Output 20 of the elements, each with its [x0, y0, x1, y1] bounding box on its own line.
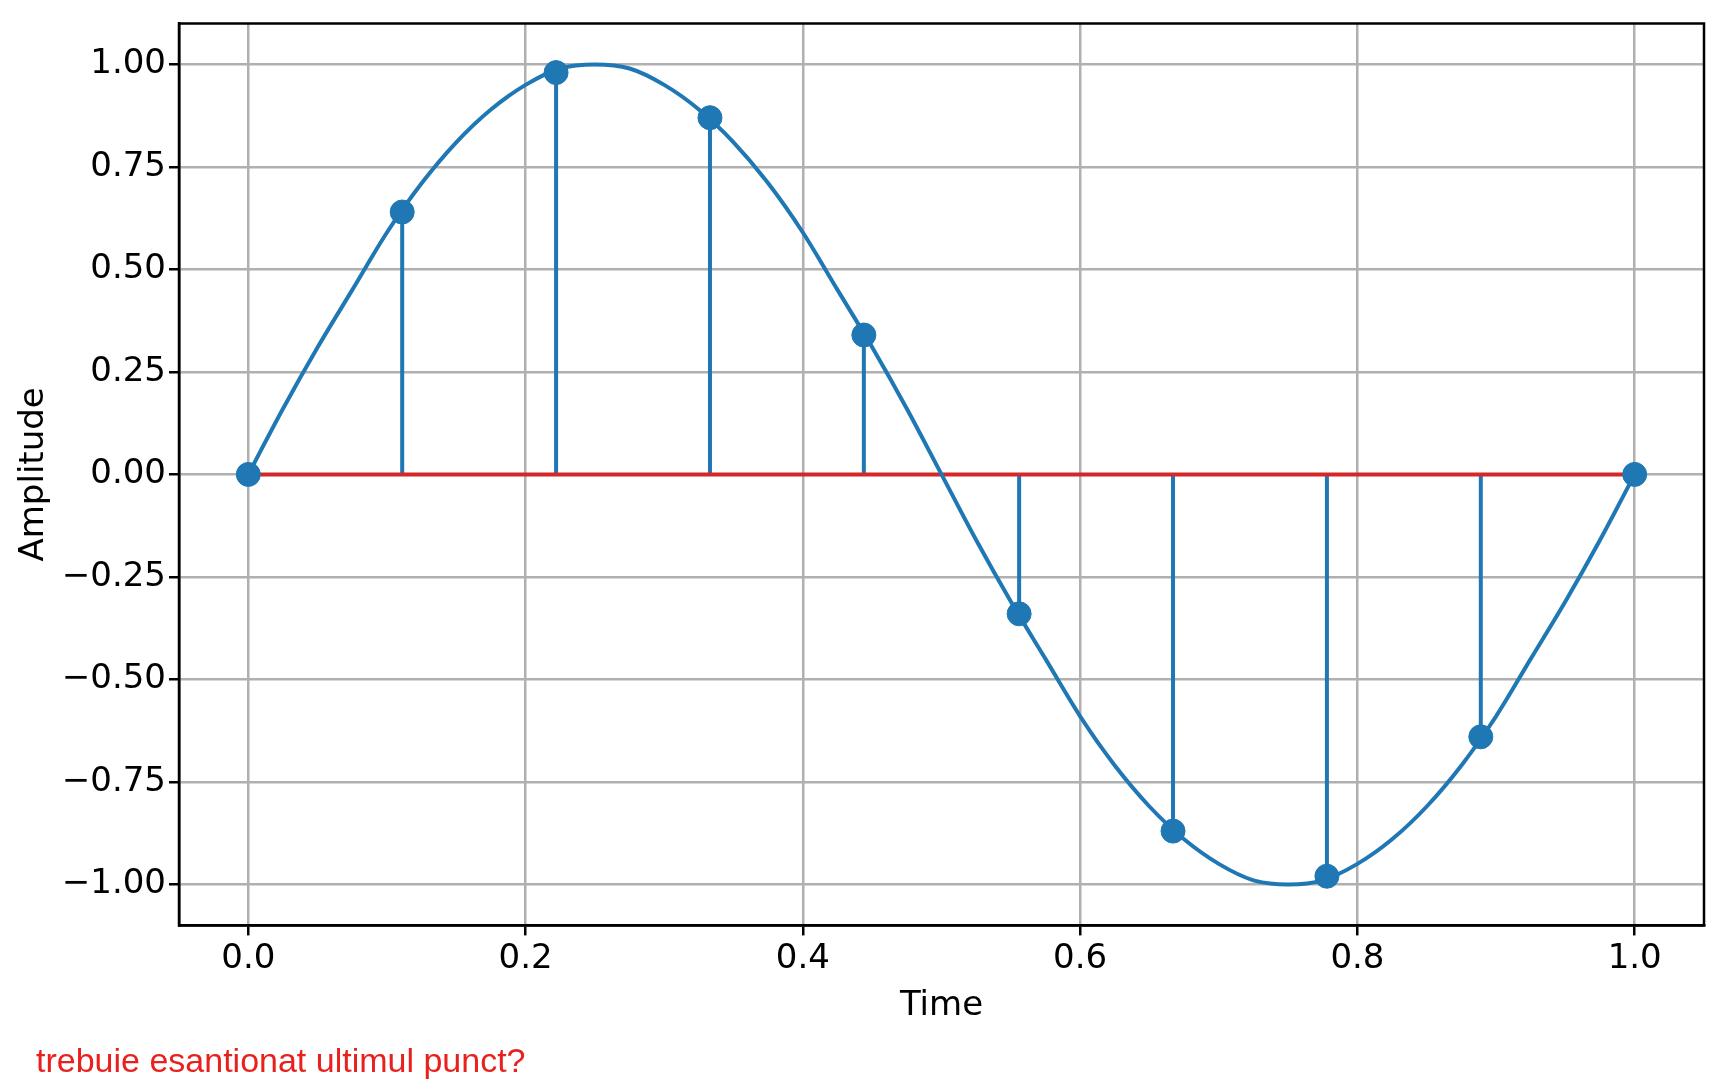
y-tick-label: −1.00: [61, 861, 166, 902]
point: [1622, 461, 1648, 487]
point: [235, 461, 261, 487]
y-tick-label: 0.00: [90, 451, 166, 492]
text: trebuie esantionat ultimul punct?: [36, 1041, 526, 1080]
x-tick-label: 0.6: [1053, 935, 1108, 976]
x-tick-label: 0.0: [221, 935, 276, 976]
x-tick-label: 0.2: [498, 935, 553, 976]
y-tick-label: 0.50: [90, 246, 166, 287]
y-axis-title: Amplitude: [11, 387, 52, 562]
x-tick-label: 0.4: [775, 935, 830, 976]
y-tick-label: −0.50: [61, 656, 166, 697]
y-tick-label: 0.25: [90, 348, 166, 389]
y-tick-label: 1.00: [90, 41, 166, 82]
x-tick-label: 0.8: [1330, 935, 1385, 976]
y-tick-label: 0.75: [90, 143, 166, 184]
x-tick-label: 1.0: [1607, 935, 1662, 976]
y-tick-label: −0.75: [61, 758, 166, 799]
y-tick-label: −0.25: [61, 553, 166, 594]
x-axis-title: Time: [898, 983, 984, 1024]
